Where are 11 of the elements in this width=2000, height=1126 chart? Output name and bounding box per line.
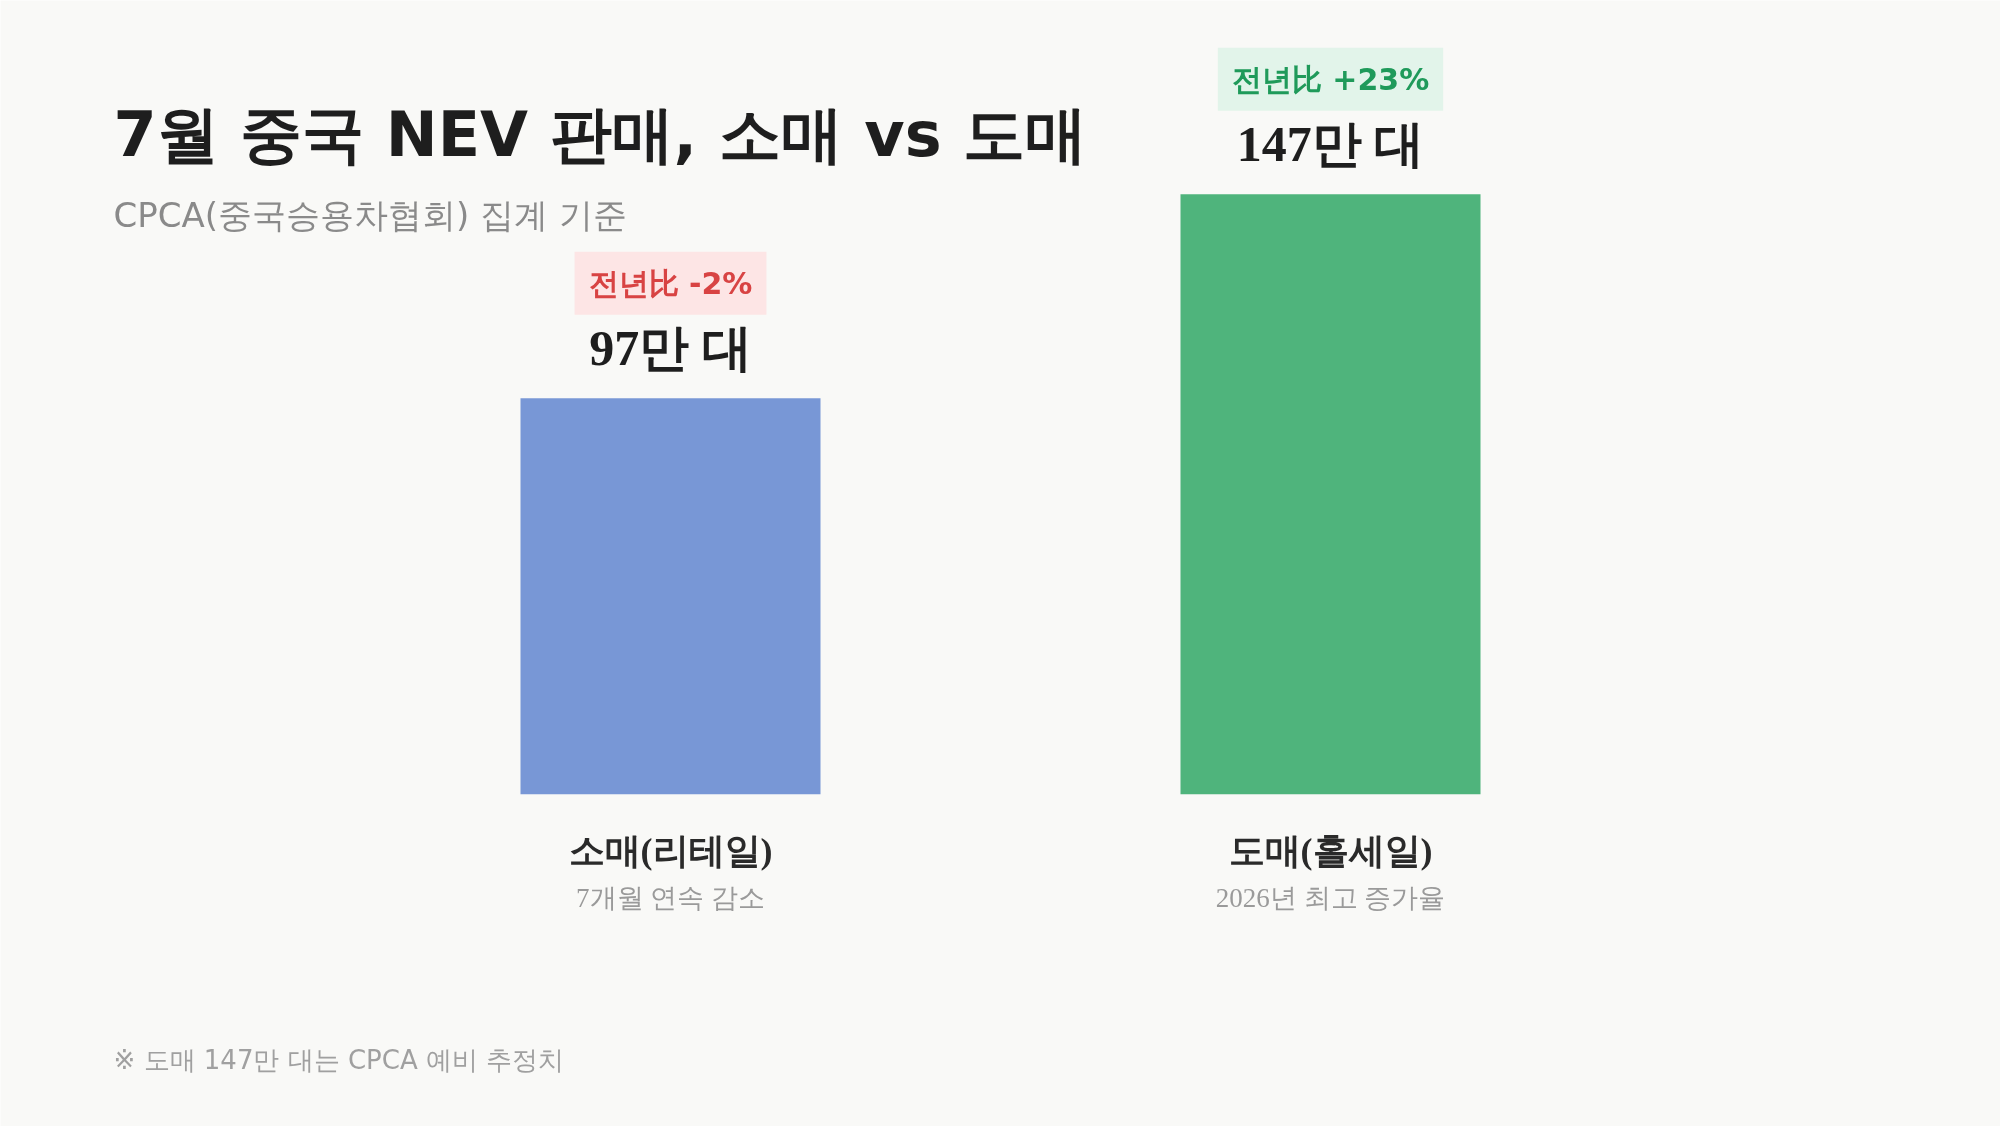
chart-subtitle: CPCA(중국승용차협회) 집계 기준 [113, 194, 627, 235]
data-label: 97만 대 [589, 320, 752, 377]
data-label: 147만 대 [1236, 116, 1425, 173]
text: 전년比 +23% [1231, 61, 1430, 97]
text: 7개월 연속 감소 [576, 883, 765, 914]
text: 2026년 최고 증가율 [1215, 883, 1446, 914]
chart-title: 7월 중국 NEV 판매, 소매 vs 도매 [113, 98, 1088, 171]
x-tick-label: 소매(리테일) [568, 831, 773, 872]
text: ※ 도매 147만 대는 CPCA 예비 추정치 [113, 1044, 565, 1075]
annotation: 전년比 -2% [588, 265, 753, 301]
x-tick-label: 도매(홀세일) [1228, 831, 1433, 872]
